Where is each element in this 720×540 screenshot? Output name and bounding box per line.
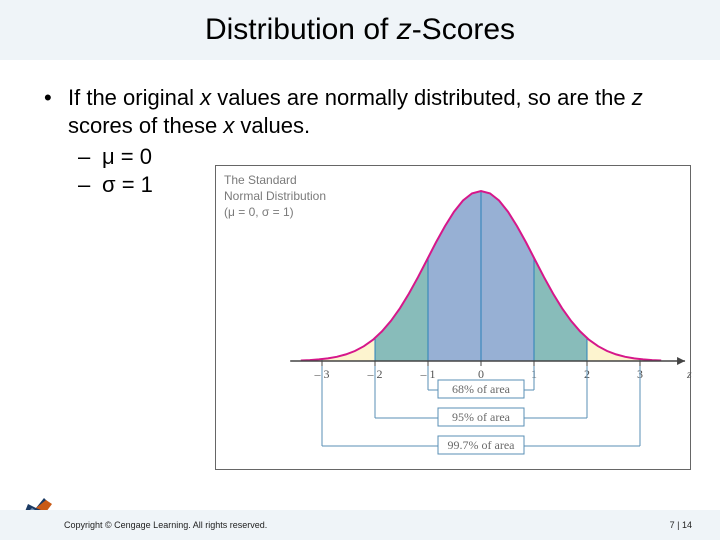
title-post: -Scores xyxy=(412,13,515,46)
title-italic: z xyxy=(397,13,412,46)
page-title: Distribution of z-Scores xyxy=(205,13,515,47)
title-bar: Distribution of z-Scores xyxy=(0,0,720,60)
svg-text:z: z xyxy=(686,367,692,381)
title-pre: Distribution of xyxy=(205,13,397,46)
svg-text:68% of area: 68% of area xyxy=(452,382,511,396)
page-number: 7 | 14 xyxy=(670,520,692,530)
svg-text:0: 0 xyxy=(478,367,484,381)
normal-distribution-chart: – 3– 2– 10123z68% of area95% of area99.7… xyxy=(216,166,692,471)
footer: Copyright © Cengage Learning. All rights… xyxy=(0,510,720,540)
figure: The Standard Normal Distribution (μ = 0,… xyxy=(215,165,691,470)
copyright: Copyright © Cengage Learning. All rights… xyxy=(64,520,267,530)
svg-text:95% of area: 95% of area xyxy=(452,410,511,424)
svg-text:99.7% of area: 99.7% of area xyxy=(448,438,516,452)
